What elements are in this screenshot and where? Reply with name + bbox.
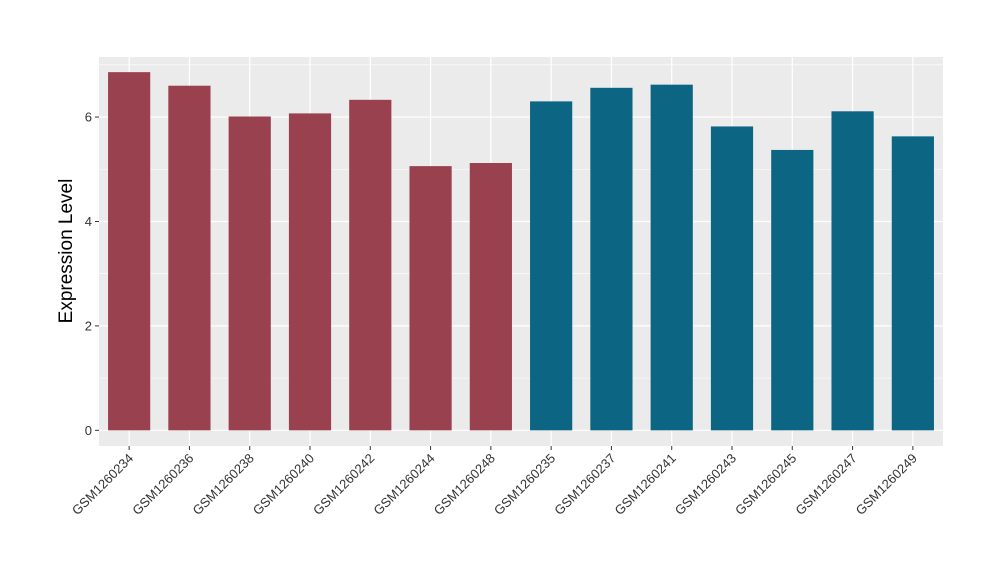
bar-gsm1260242 xyxy=(349,99,392,431)
bar-gsm1260249 xyxy=(891,136,934,431)
bar-gsm1260244 xyxy=(409,166,452,431)
x-tick-label: GSM1260238 xyxy=(189,451,256,518)
y-axis-title: Expression Level xyxy=(56,179,77,324)
x-tick-label: GSM1260240 xyxy=(250,451,317,518)
bar-gsm1260237 xyxy=(590,87,633,431)
bar-gsm1260236 xyxy=(168,85,211,431)
x-tick-label: GSM1260237 xyxy=(551,451,618,518)
x-tick-label: GSM1260236 xyxy=(129,451,196,518)
x-tick-label: GSM1260245 xyxy=(732,451,799,518)
x-tick-label: GSM1260242 xyxy=(310,451,377,518)
y-tick-label: 0 xyxy=(85,423,92,438)
x-tick-label: GSM1260243 xyxy=(672,451,739,518)
y-tick-label: 2 xyxy=(85,318,92,333)
x-tick-label: GSM1260241 xyxy=(611,451,678,518)
x-tick-label: GSM1260234 xyxy=(69,451,136,518)
x-axis: GSM1260234GSM1260236GSM1260238GSM1260240… xyxy=(69,446,920,518)
y-tick-label: 4 xyxy=(85,214,92,229)
x-tick-label: GSM1260248 xyxy=(431,451,498,518)
x-tick-label: GSM1260247 xyxy=(792,451,859,518)
bar-gsm1260245 xyxy=(771,149,814,431)
bar-gsm1260235 xyxy=(530,101,573,431)
y-axis: 0 2 4 6 xyxy=(85,110,99,438)
bar-gsm1260241 xyxy=(650,84,693,431)
bar-gsm1260238 xyxy=(228,116,271,431)
x-tick-label: GSM1260249 xyxy=(853,451,920,518)
bar-gsm1260234 xyxy=(108,72,151,431)
bar-gsm1260248 xyxy=(469,162,512,431)
bar-gsm1260247 xyxy=(831,111,874,431)
x-tick-label: GSM1260235 xyxy=(491,451,558,518)
bar-gsm1260240 xyxy=(288,113,332,431)
panel-background xyxy=(99,57,943,446)
y-tick-label: 6 xyxy=(85,110,92,125)
bar-gsm1260243 xyxy=(710,126,754,431)
x-tick-label: GSM1260244 xyxy=(370,451,437,518)
bars xyxy=(108,72,934,431)
